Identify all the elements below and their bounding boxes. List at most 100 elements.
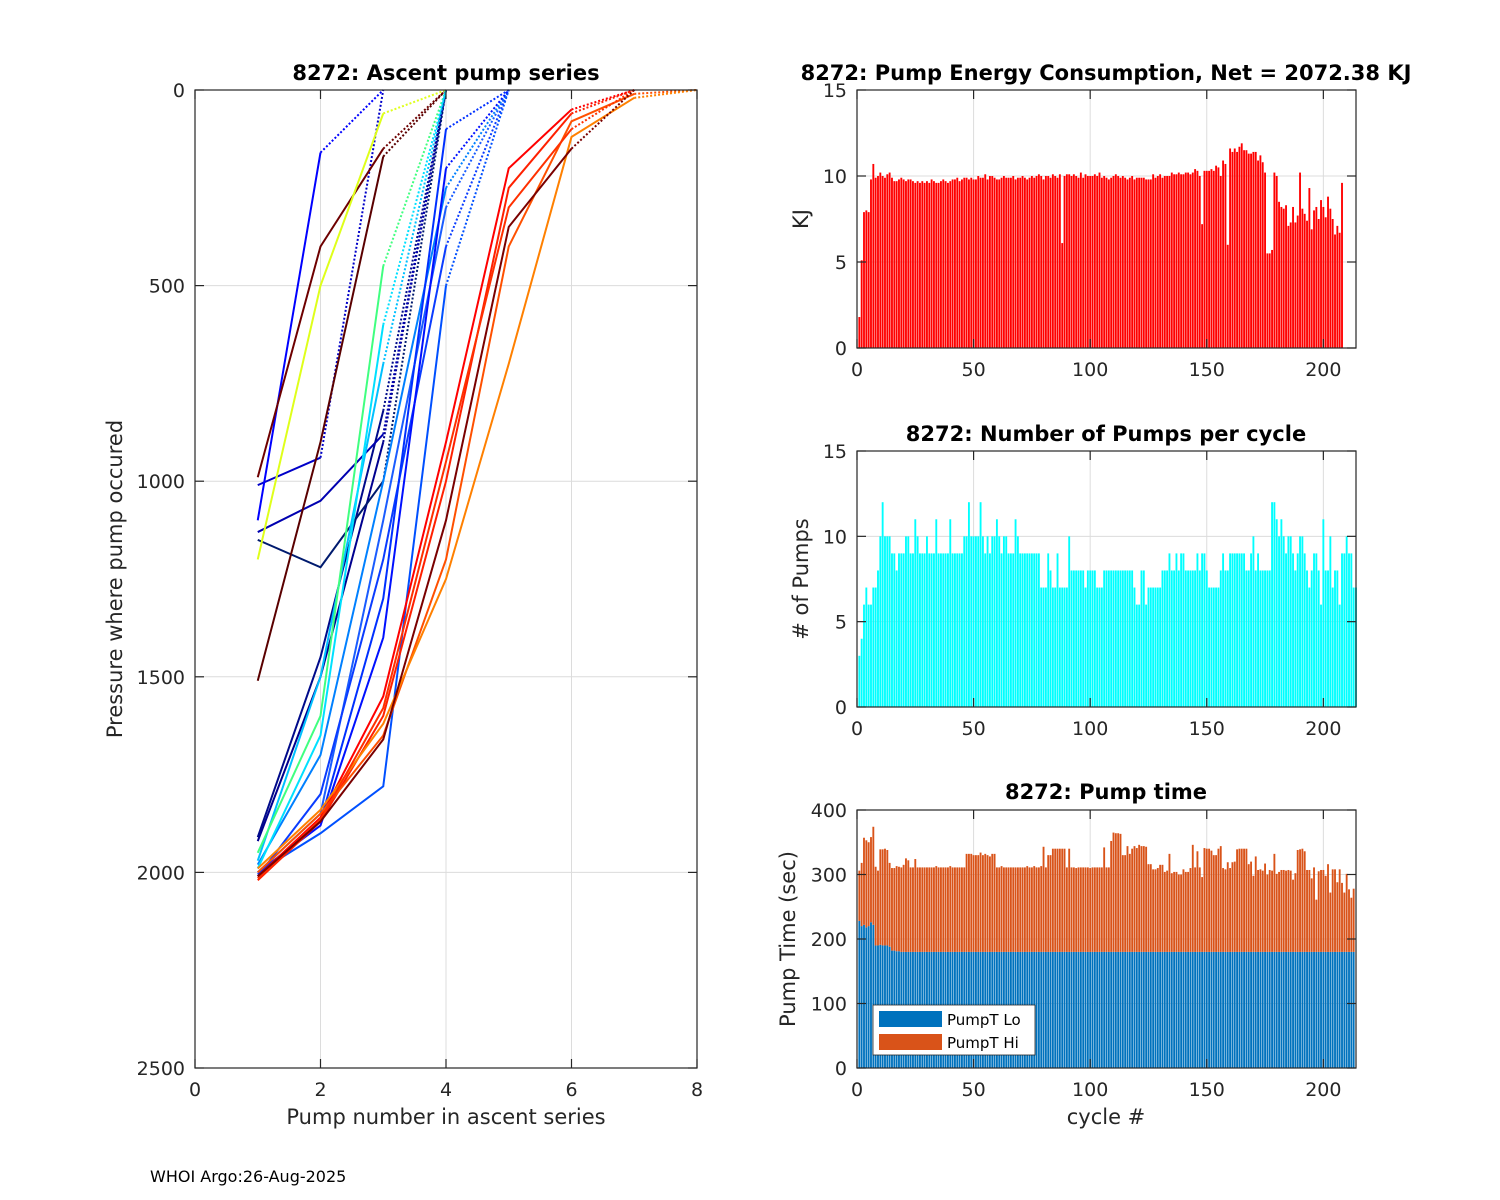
bar-pumpt-lo xyxy=(1196,951,1199,1068)
x-tick-label: 150 xyxy=(1189,359,1225,381)
bar xyxy=(1049,177,1052,348)
bar xyxy=(1110,570,1113,707)
bar xyxy=(1182,553,1185,707)
bar-pumpt-lo xyxy=(1310,951,1313,1068)
bar xyxy=(972,179,975,348)
bar-pumpt-hi xyxy=(937,867,940,952)
x-tick-label: 6 xyxy=(565,1079,577,1101)
pumptime-legend[interactable]: PumpT Lo PumpT Hi xyxy=(872,1004,1036,1056)
bar-pumpt-hi xyxy=(1093,867,1096,952)
bar xyxy=(1203,170,1206,348)
bar-pumpt-hi xyxy=(1082,867,1085,952)
bar xyxy=(891,553,893,707)
bar xyxy=(1294,570,1297,707)
bar xyxy=(949,519,952,707)
bar xyxy=(1126,179,1129,348)
bar-pumpt-hi xyxy=(1198,867,1201,952)
bar xyxy=(1023,553,1026,707)
bar-pumpt-hi xyxy=(872,826,875,925)
bar xyxy=(998,536,1001,707)
bar xyxy=(986,179,989,348)
bar xyxy=(879,536,882,707)
bar-pumpt-lo xyxy=(1170,951,1173,1068)
bar-pumpt-lo xyxy=(1198,951,1201,1068)
bar xyxy=(1063,587,1066,707)
bar xyxy=(1212,587,1215,707)
bar xyxy=(1250,153,1253,348)
bar xyxy=(1161,177,1164,348)
bar xyxy=(1205,170,1208,348)
bar xyxy=(1154,587,1157,707)
bar-pumpt-lo xyxy=(1037,951,1040,1068)
bar xyxy=(977,536,980,707)
bar-pumpt-hi xyxy=(1292,879,1294,952)
bar-pumpt-hi xyxy=(944,867,947,952)
x-tick-label: 2 xyxy=(314,1079,326,1101)
bar-pumpt-lo xyxy=(1275,951,1278,1068)
bar xyxy=(1077,177,1080,348)
bar xyxy=(877,570,879,707)
energy-title: 8272: Pump Energy Consumption, Net = 207… xyxy=(801,61,1412,85)
bar-pumpt-hi xyxy=(1184,871,1187,952)
bar xyxy=(1275,519,1278,707)
bar xyxy=(935,519,938,707)
bar xyxy=(1210,587,1213,707)
bar-pumpt-hi xyxy=(1100,867,1103,952)
bar xyxy=(1299,536,1301,707)
npumps-chart: 0 50 100 150 200 0 5 10 15 8272: Number of Pumps… xyxy=(789,422,1357,740)
bar-pumpt-hi xyxy=(1154,869,1157,952)
bar xyxy=(1163,570,1166,707)
bar xyxy=(858,317,861,348)
bar xyxy=(1156,587,1159,707)
bar xyxy=(1315,206,1318,348)
bar xyxy=(1271,502,1273,707)
bar-pumpt-lo xyxy=(1327,951,1329,1068)
bar xyxy=(1320,604,1322,707)
bar xyxy=(1306,220,1308,348)
bar xyxy=(1289,222,1292,348)
bar xyxy=(1217,587,1220,707)
bar xyxy=(1338,604,1341,707)
bar xyxy=(909,179,912,348)
bar xyxy=(1324,570,1327,707)
bar xyxy=(1229,148,1232,348)
bar xyxy=(1247,570,1250,707)
bar xyxy=(1275,176,1278,348)
bar-pumpt-lo xyxy=(865,927,868,1068)
bar xyxy=(1348,553,1350,707)
pumptime-title: 8272: Pump time xyxy=(1005,780,1207,804)
bar-pumpt-hi xyxy=(995,867,998,952)
y-tick-label: 500 xyxy=(149,276,185,298)
bar-pumpt-hi xyxy=(963,867,966,952)
bar xyxy=(1238,553,1241,707)
bar-pumpt-hi xyxy=(1245,848,1248,952)
bar xyxy=(1114,570,1117,707)
bar-pumpt-lo xyxy=(1219,951,1222,1068)
bar-pumpt-hi xyxy=(921,867,924,952)
bar-pumpt-lo xyxy=(860,926,863,1068)
series-line-late-cycles-b xyxy=(257,108,573,878)
series-line-early-cycles-i xyxy=(256,113,385,560)
bar-pumpt-hi xyxy=(1096,867,1099,952)
bar-pumpt-hi xyxy=(1168,853,1171,952)
bar xyxy=(1315,553,1318,707)
pumptime-xlabel: cycle # xyxy=(1067,1105,1146,1129)
bar-pumpt-lo xyxy=(1040,951,1043,1068)
bar xyxy=(1280,519,1283,707)
bar-pumpt-lo xyxy=(867,926,870,1068)
bar xyxy=(991,176,994,348)
x-tick-label: 200 xyxy=(1305,1079,1341,1101)
bar xyxy=(1252,151,1255,348)
bar-pumpt-lo xyxy=(1306,951,1308,1068)
bar xyxy=(1196,170,1199,348)
bar xyxy=(1233,553,1236,707)
series-line-mid-cycles-g xyxy=(257,285,447,874)
bar xyxy=(1005,177,1008,348)
bar-pumpt-hi xyxy=(1238,848,1241,952)
x-tick-label: 150 xyxy=(1189,1079,1225,1101)
bar xyxy=(1259,155,1262,348)
bar xyxy=(1254,151,1257,348)
y-tick-label: 5 xyxy=(835,252,847,274)
bar xyxy=(1100,587,1103,707)
bar-pumpt-lo xyxy=(858,920,861,1068)
